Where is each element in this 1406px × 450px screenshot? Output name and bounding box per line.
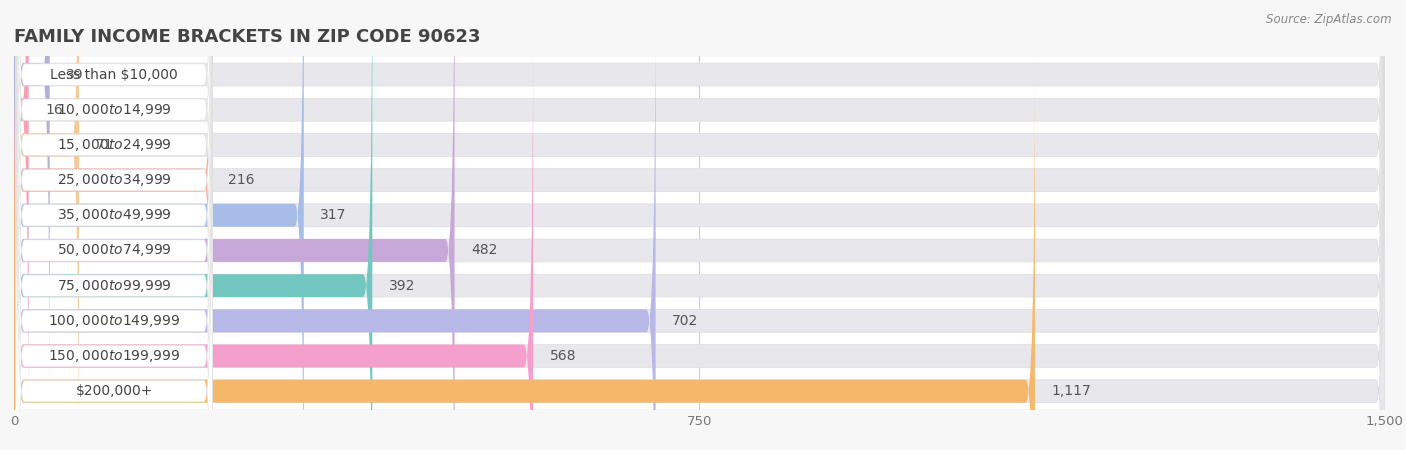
Text: Source: ZipAtlas.com: Source: ZipAtlas.com [1267,14,1392,27]
Text: 392: 392 [388,279,415,292]
Text: $25,000 to $34,999: $25,000 to $34,999 [56,172,172,188]
FancyBboxPatch shape [14,0,1385,450]
FancyBboxPatch shape [14,0,1385,450]
FancyBboxPatch shape [14,162,1385,198]
FancyBboxPatch shape [14,0,79,450]
FancyBboxPatch shape [14,303,1385,338]
FancyBboxPatch shape [15,0,212,450]
FancyBboxPatch shape [14,0,211,450]
FancyBboxPatch shape [15,15,212,450]
FancyBboxPatch shape [14,0,28,450]
Text: Less than $10,000: Less than $10,000 [51,68,179,81]
FancyBboxPatch shape [15,50,212,450]
Text: 482: 482 [471,243,498,257]
FancyBboxPatch shape [14,0,1385,415]
Text: 702: 702 [672,314,699,328]
FancyBboxPatch shape [15,0,212,450]
FancyBboxPatch shape [14,233,1385,268]
FancyBboxPatch shape [14,198,1385,233]
FancyBboxPatch shape [14,127,1385,162]
FancyBboxPatch shape [14,57,1385,92]
FancyBboxPatch shape [14,16,533,450]
Text: 71: 71 [96,138,112,152]
Text: $150,000 to $199,999: $150,000 to $199,999 [48,348,180,364]
FancyBboxPatch shape [15,0,212,450]
Text: FAMILY INCOME BRACKETS IN ZIP CODE 90623: FAMILY INCOME BRACKETS IN ZIP CODE 90623 [14,28,481,46]
Text: $75,000 to $99,999: $75,000 to $99,999 [56,278,172,294]
FancyBboxPatch shape [15,0,212,450]
Text: 216: 216 [228,173,254,187]
Text: 16: 16 [45,103,63,117]
FancyBboxPatch shape [14,16,1385,450]
Text: 1,117: 1,117 [1052,384,1091,398]
FancyBboxPatch shape [15,86,212,450]
FancyBboxPatch shape [14,51,1035,450]
FancyBboxPatch shape [15,0,212,416]
FancyBboxPatch shape [14,338,1385,373]
Text: 568: 568 [550,349,576,363]
FancyBboxPatch shape [14,268,1385,303]
Text: 317: 317 [321,208,347,222]
Text: $10,000 to $14,999: $10,000 to $14,999 [56,102,172,118]
FancyBboxPatch shape [14,374,1385,409]
Text: $35,000 to $49,999: $35,000 to $49,999 [56,207,172,223]
FancyBboxPatch shape [14,0,1385,450]
Text: $200,000+: $200,000+ [76,384,153,398]
FancyBboxPatch shape [14,0,655,450]
FancyBboxPatch shape [15,0,212,380]
FancyBboxPatch shape [14,0,1385,450]
FancyBboxPatch shape [14,92,1385,127]
Text: $50,000 to $74,999: $50,000 to $74,999 [56,243,172,258]
FancyBboxPatch shape [14,0,304,450]
FancyBboxPatch shape [14,0,1385,450]
FancyBboxPatch shape [14,0,373,450]
FancyBboxPatch shape [14,51,1385,450]
Text: $100,000 to $149,999: $100,000 to $149,999 [48,313,180,329]
Text: 39: 39 [66,68,84,81]
FancyBboxPatch shape [14,0,49,415]
FancyBboxPatch shape [14,0,454,450]
FancyBboxPatch shape [15,0,212,450]
FancyBboxPatch shape [14,0,1385,450]
FancyBboxPatch shape [14,0,1385,450]
Text: $15,000 to $24,999: $15,000 to $24,999 [56,137,172,153]
